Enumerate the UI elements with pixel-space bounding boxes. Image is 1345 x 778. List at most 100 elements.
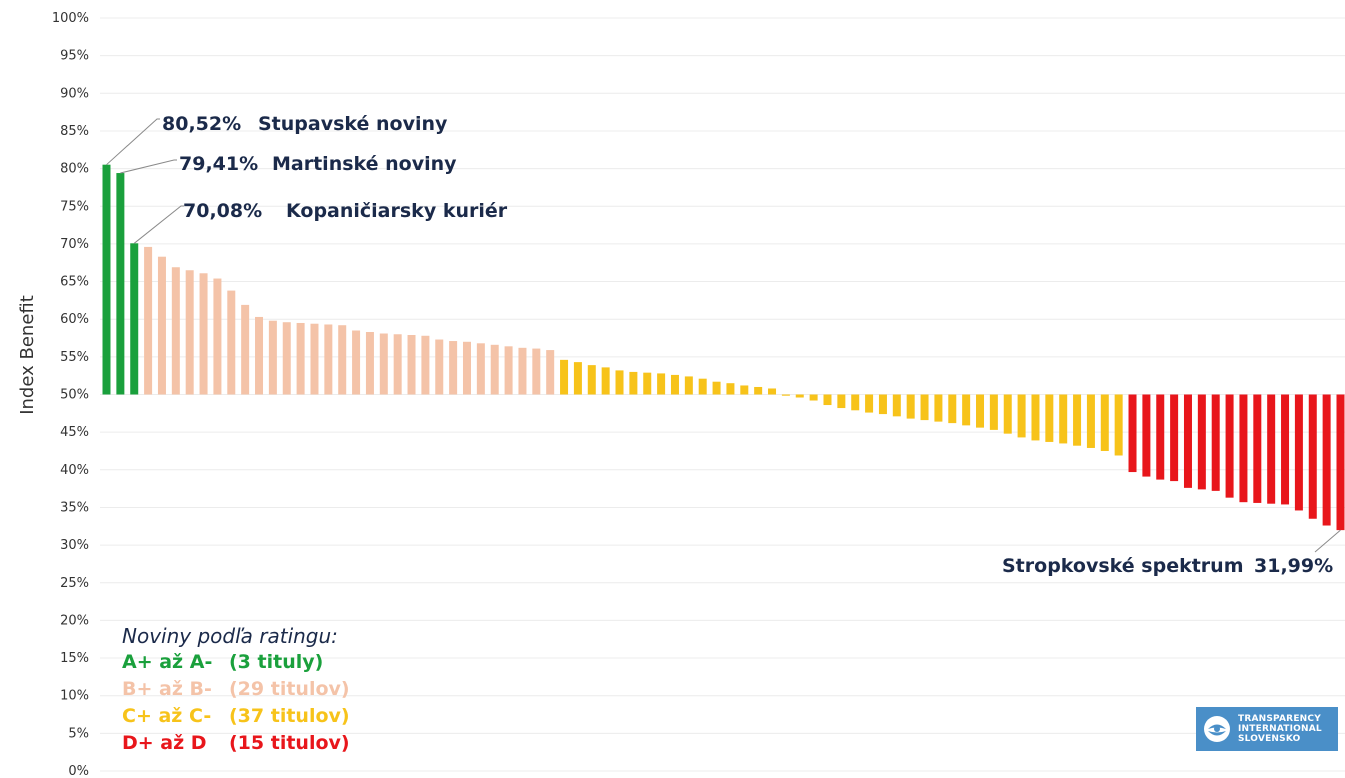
bar (1225, 394, 1234, 498)
bar (560, 359, 569, 395)
annotation-value: 80,52% (162, 113, 241, 135)
bar (754, 386, 763, 395)
bar (268, 320, 277, 395)
bar (837, 394, 846, 409)
bar (504, 346, 513, 395)
annotation-label: Martinské noviny (272, 153, 457, 175)
bar (809, 394, 818, 401)
y-tick-label: 20% (60, 613, 89, 628)
bar (310, 323, 319, 395)
annotation-leader-line (1314, 529, 1341, 553)
bar (1267, 394, 1276, 504)
bar (726, 383, 735, 395)
bar (1031, 394, 1040, 441)
bar (365, 332, 374, 395)
bar (1170, 394, 1179, 482)
bar (1197, 394, 1206, 490)
annotation-value: 70,08% (183, 200, 262, 222)
bar (1183, 394, 1192, 488)
bar (657, 373, 666, 395)
legend-title: Noviny podľa ratingu: (122, 624, 338, 648)
y-tick-label: 5% (68, 726, 89, 741)
bar (1239, 394, 1248, 503)
ti-logo-line-1: TRANSPARENCY (1238, 714, 1321, 724)
y-tick-label: 75% (60, 199, 89, 214)
annotation-value: 79,41% (179, 153, 258, 175)
bar (199, 273, 208, 395)
bar (462, 341, 471, 395)
ti-slovensko-logo: TRANSPARENCY INTERNATIONAL SLOVENSKO (1196, 707, 1338, 751)
y-tick-label: 85% (60, 124, 89, 139)
bar (1100, 394, 1109, 451)
bar (1073, 394, 1082, 446)
annotation-value: 31,99% (1254, 555, 1333, 577)
bar (1322, 394, 1331, 526)
bar (338, 325, 347, 395)
bar (1308, 394, 1317, 519)
y-tick-label: 60% (60, 312, 89, 327)
bar (768, 388, 777, 395)
legend-item-range: B+ až B- (122, 678, 212, 700)
bar (1156, 394, 1165, 480)
bar (324, 324, 333, 395)
annotation-label: Kopaničiarsky kuriér (286, 200, 508, 222)
bar (1336, 394, 1345, 531)
bar (1003, 394, 1012, 434)
bar (712, 381, 721, 395)
bar (102, 164, 111, 395)
bar (227, 290, 236, 395)
bar (1114, 394, 1123, 456)
bar (587, 365, 596, 395)
bars (102, 164, 1345, 531)
annotation-label: Stupavské noviny (258, 113, 448, 135)
bar (1142, 394, 1151, 477)
bar (546, 350, 555, 395)
bar (255, 316, 264, 395)
annotation-leader-line (106, 118, 160, 166)
bar (435, 339, 444, 395)
y-tick-label: 30% (60, 538, 89, 553)
bar (962, 394, 971, 426)
bar (698, 378, 707, 395)
annotation-label: Stropkovské spektrum (1002, 555, 1244, 577)
y-tick-label: 15% (60, 651, 89, 666)
y-tick-label: 0% (68, 764, 89, 778)
bar (282, 322, 291, 395)
legend-item-range: D+ až D (122, 732, 207, 754)
bar (518, 347, 527, 395)
y-axis-ticks: 0% 5% 10% 15% 20% 25% 30% 35% 40% 45% 50% 55% 60% 65%… (52, 11, 89, 778)
bar (1253, 394, 1262, 503)
grid-lines (100, 17, 1345, 772)
bar (241, 304, 250, 395)
bar (130, 243, 139, 395)
legend-item-count: (37 titulov) (229, 705, 350, 727)
bar (185, 270, 194, 395)
bar (976, 394, 985, 428)
legend-item-count: (3 tituly) (229, 651, 323, 673)
y-tick-label: 90% (60, 86, 89, 101)
bar (892, 394, 901, 417)
bar (213, 278, 222, 395)
bar (781, 394, 790, 396)
ti-logo-text: TRANSPARENCY INTERNATIONAL SLOVENSKO (1238, 714, 1322, 744)
y-tick-label: 10% (60, 689, 89, 704)
bar (573, 362, 582, 395)
bar (1128, 394, 1137, 473)
bar (296, 322, 305, 395)
bar (1045, 394, 1054, 442)
bar (393, 334, 402, 395)
y-tick-label: 80% (60, 162, 89, 177)
ti-logo-line-3: SLOVENSKO (1238, 734, 1301, 744)
annotation-leader-line (120, 159, 177, 174)
bar (490, 344, 499, 395)
bar (352, 330, 361, 395)
y-tick-label: 65% (60, 275, 89, 290)
bar (823, 394, 832, 406)
legend: Noviny podľa ratingu: A+ až A- (3 tituly)… (122, 624, 350, 754)
legend-item-count: (29 titulov) (229, 678, 350, 700)
bar (1086, 394, 1095, 448)
y-tick-label: 70% (60, 237, 89, 252)
bar (1281, 394, 1290, 505)
